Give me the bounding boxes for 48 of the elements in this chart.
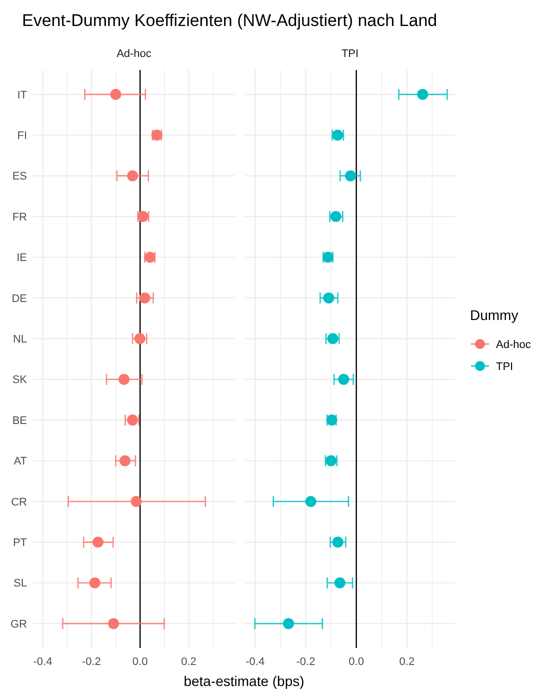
point bbox=[139, 292, 150, 304]
y-tick-label: DE bbox=[12, 292, 27, 305]
y-tick-label: BE bbox=[12, 414, 27, 427]
legend-title: Dummy bbox=[470, 307, 518, 323]
legend-label: Ad-hoc bbox=[496, 338, 532, 351]
point bbox=[338, 374, 350, 385]
point bbox=[305, 496, 316, 507]
point bbox=[119, 455, 130, 466]
x-tick-label: 0.0 bbox=[348, 656, 364, 668]
point bbox=[92, 536, 104, 548]
chart-subtitle: Ad-hoc bbox=[116, 48, 152, 60]
point bbox=[118, 374, 130, 385]
y-tick-label: IE bbox=[16, 252, 27, 264]
y-tick-label: AT bbox=[14, 456, 28, 468]
x-axis-title: beta-estimate (bps) bbox=[184, 673, 304, 689]
legend-label: TPI bbox=[496, 360, 514, 373]
y-tick-label: CR bbox=[11, 496, 28, 508]
y-tick-label: ES bbox=[12, 170, 27, 183]
point bbox=[108, 618, 120, 630]
x-tick-label: -0.2 bbox=[82, 656, 101, 668]
chart-subtitle: TPI bbox=[341, 48, 359, 60]
point bbox=[345, 170, 356, 182]
chart-title: Event-Dummy Koeffizienten (NW-Adjustiert) nach Land bbox=[22, 11, 438, 30]
y-tick-label: NL bbox=[12, 334, 27, 346]
x-tick-label: 0.0 bbox=[132, 656, 148, 668]
point bbox=[127, 170, 138, 182]
point bbox=[417, 88, 428, 100]
x-tick-label: 0.2 bbox=[181, 656, 196, 668]
x-tick-label: 0.2 bbox=[399, 656, 415, 668]
y-tick-label: GR bbox=[10, 618, 28, 630]
y-tick-label: SL bbox=[14, 578, 27, 590]
point bbox=[332, 536, 344, 548]
y-tick-label: PT bbox=[12, 537, 28, 550]
point bbox=[134, 333, 146, 344]
y-tick-label: FI bbox=[17, 130, 27, 142]
x-tick-label: -0.2 bbox=[296, 656, 316, 668]
x-tick-label: -0.4 bbox=[246, 656, 265, 668]
point bbox=[323, 292, 334, 304]
point bbox=[127, 414, 138, 426]
y-tick-label: IT bbox=[17, 89, 28, 102]
point bbox=[130, 496, 142, 507]
x-tick-label: -0.4 bbox=[33, 656, 52, 668]
point bbox=[283, 618, 294, 630]
point bbox=[89, 577, 100, 588]
y-tick-label: SK bbox=[12, 374, 28, 386]
point bbox=[110, 88, 122, 100]
point bbox=[334, 577, 346, 588]
y-tick-label: FR bbox=[12, 211, 28, 224]
